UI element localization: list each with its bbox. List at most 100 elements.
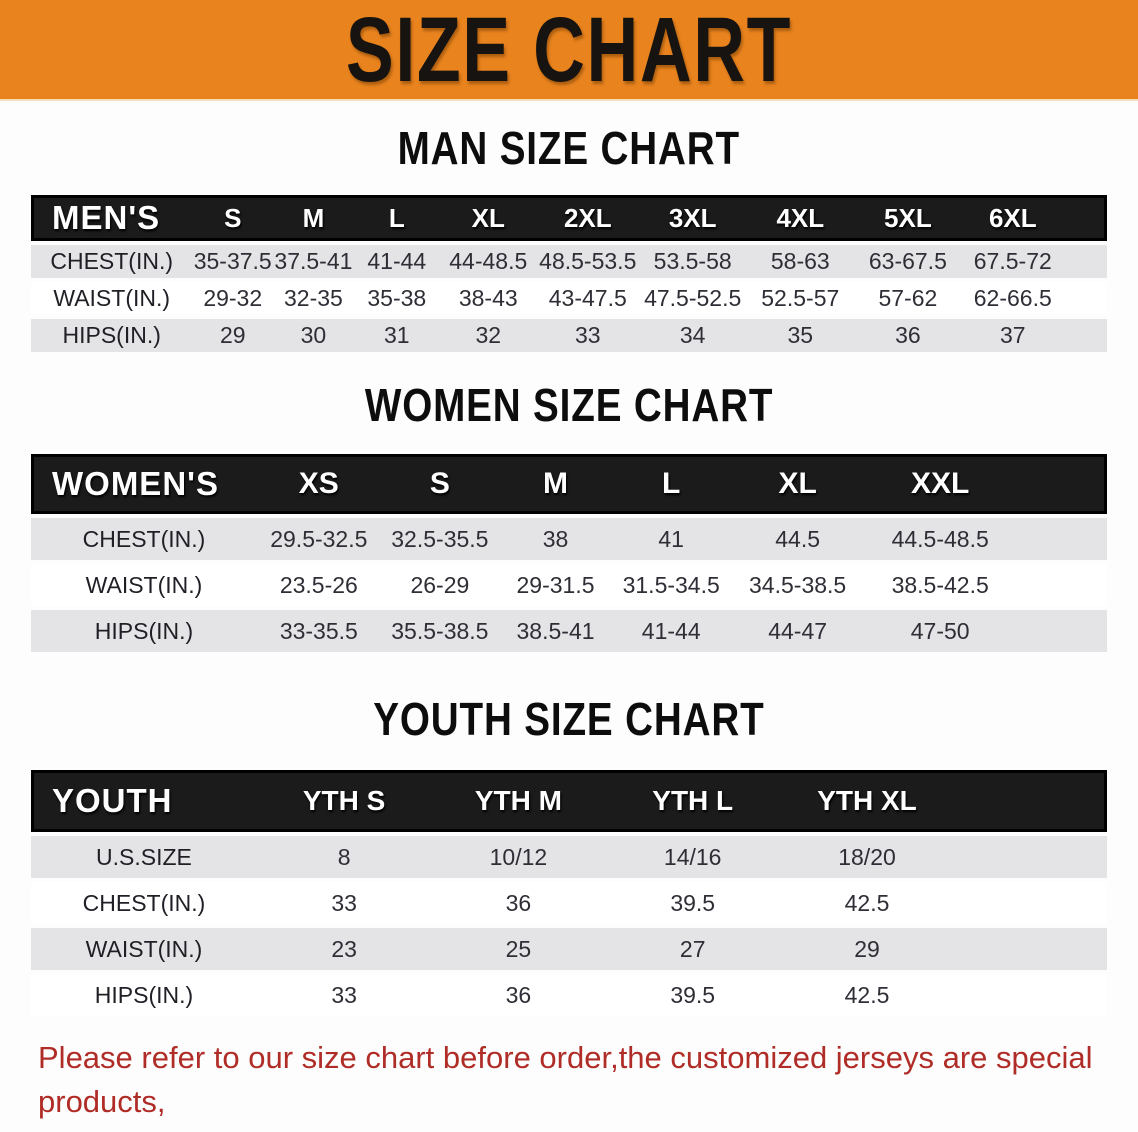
size-value-cell: 36	[854, 319, 962, 352]
row-label: HIPS(IN.)	[31, 610, 257, 652]
size-value-cell: 47-50	[864, 610, 1016, 652]
women-section-heading: WOMEN SIZE CHART	[0, 382, 1138, 428]
row-spacer-cell	[954, 882, 1107, 924]
table-row: HIPS(IN.) 29 30 31 32 33 34 35 36 37	[31, 319, 1107, 352]
column-header: XS	[256, 454, 381, 514]
table-row: WAIST(IN.) 23.5-26 26-29 29-31.5 31.5-34.5 34…	[31, 564, 1107, 606]
column-header: XL	[439, 195, 537, 241]
row-spacer-cell	[1015, 610, 1107, 652]
row-label: CHEST(IN.)	[31, 245, 193, 278]
size-value-cell: 38.5-41	[499, 610, 613, 652]
table-title-cell: WOMEN'S	[31, 454, 257, 514]
row-spacer-cell	[954, 836, 1107, 878]
table-row: HIPS(IN.) 33-35.5 35.5-38.5 38.5-41 41-44 44-…	[31, 610, 1107, 652]
men-section-heading-text: MAN SIZE CHART	[397, 122, 741, 174]
column-header: 3XL	[638, 195, 747, 241]
size-value-cell: 8	[256, 836, 432, 878]
size-value-cell: 26-29	[380, 564, 500, 606]
table-row: CHEST(IN.) 35-37.5 37.5-41 41-44 44-48.5 48.5…	[31, 245, 1107, 278]
size-value-cell: 48.5-53.5	[536, 245, 639, 278]
row-label: HIPS(IN.)	[31, 974, 257, 1016]
size-value-cell: 18/20	[779, 836, 955, 878]
row-label: U.S.SIZE	[31, 836, 257, 878]
size-value-cell: 29.5-32.5	[256, 518, 381, 560]
column-header: M	[499, 454, 613, 514]
youth-section-heading-text: YOUTH SIZE CHART	[373, 693, 765, 745]
table-row: CHEST(IN.) 33 36 39.5 42.5	[31, 882, 1107, 924]
table-header-row: MEN'S S M L XL 2XL 3XL 4XL 5XL 6XL	[31, 195, 1107, 241]
row-spacer-cell	[954, 928, 1107, 970]
size-value-cell: 41-44	[612, 610, 731, 652]
table-title-cell: MEN'S	[31, 195, 193, 241]
size-value-cell: 43-47.5	[536, 282, 639, 315]
size-value-cell: 38	[499, 518, 613, 560]
size-value-cell: 25	[431, 928, 606, 970]
size-value-cell: 52.5-57	[746, 282, 855, 315]
youth-size-table: YOUTH YTH S YTH M YTH L YTH XL U.S.SIZE 8 10/12…	[31, 766, 1107, 1020]
column-header: YTH XL	[779, 770, 955, 832]
row-label: WAIST(IN.)	[31, 928, 257, 970]
size-value-cell: 36	[431, 974, 606, 1016]
column-header: XL	[730, 454, 865, 514]
size-value-cell: 42.5	[779, 882, 955, 924]
header-spacer-cell	[954, 770, 1107, 832]
size-value-cell: 14/16	[605, 836, 780, 878]
size-value-cell: 27	[605, 928, 780, 970]
size-value-cell: 35.5-38.5	[380, 610, 500, 652]
size-chart-banner: SIZE CHART	[0, 0, 1138, 101]
size-value-cell: 57-62	[854, 282, 962, 315]
size-value-cell: 38-43	[439, 282, 537, 315]
size-value-cell: 63-67.5	[854, 245, 962, 278]
row-label: WAIST(IN.)	[31, 564, 257, 606]
column-header: YTH M	[431, 770, 606, 832]
size-value-cell: 35	[746, 319, 855, 352]
size-value-cell: 42.5	[779, 974, 955, 1016]
disclaimer-line-2: we don't accept cancel, change, teturn o…	[38, 1124, 1100, 1132]
column-header: L	[612, 454, 731, 514]
size-value-cell: 44.5-48.5	[864, 518, 1016, 560]
size-value-cell: 29-31.5	[499, 564, 613, 606]
women-size-table: WOMEN'S XS S M L XL XXL CHEST(IN.) 29.5-32.5 32.5…	[31, 450, 1107, 656]
size-value-cell: 32.5-35.5	[380, 518, 500, 560]
size-value-cell: 47.5-52.5	[638, 282, 747, 315]
size-value-cell: 37	[961, 319, 1064, 352]
size-value-cell: 23.5-26	[256, 564, 381, 606]
size-value-cell: 33	[256, 974, 432, 1016]
size-value-cell: 67.5-72	[961, 245, 1064, 278]
header-spacer-cell	[1015, 454, 1107, 514]
header-spacer-cell	[1063, 195, 1107, 241]
size-value-cell: 33	[536, 319, 639, 352]
table-row: CHEST(IN.) 29.5-32.5 32.5-35.5 38 41 44.5 44.5…	[31, 518, 1107, 560]
banner-title: SIZE CHART	[345, 0, 793, 101]
row-label: HIPS(IN.)	[31, 319, 193, 352]
size-value-cell: 44-48.5	[439, 245, 537, 278]
youth-section-heading: YOUTH SIZE CHART	[0, 696, 1138, 742]
size-value-cell: 10/12	[431, 836, 606, 878]
size-value-cell: 33	[256, 882, 432, 924]
row-spacer-cell	[1063, 282, 1107, 315]
column-header: 4XL	[746, 195, 855, 241]
column-header: L	[353, 195, 440, 241]
row-spacer-cell	[1015, 564, 1107, 606]
size-value-cell: 31	[353, 319, 440, 352]
table-row: U.S.SIZE 8 10/12 14/16 18/20	[31, 836, 1107, 878]
size-value-cell: 29	[192, 319, 274, 352]
size-value-cell: 62-66.5	[961, 282, 1064, 315]
row-label: WAIST(IN.)	[31, 282, 193, 315]
size-value-cell: 35-37.5	[192, 245, 274, 278]
size-value-cell: 33-35.5	[256, 610, 381, 652]
size-value-cell: 53.5-58	[638, 245, 747, 278]
size-value-cell: 34.5-38.5	[730, 564, 865, 606]
size-value-cell: 38.5-42.5	[864, 564, 1016, 606]
row-label: CHEST(IN.)	[31, 882, 257, 924]
size-value-cell: 30	[273, 319, 354, 352]
size-value-cell: 29	[779, 928, 955, 970]
men-section-heading: MAN SIZE CHART	[0, 125, 1138, 171]
column-header: M	[273, 195, 354, 241]
column-header: S	[380, 454, 500, 514]
size-value-cell: 44-47	[730, 610, 865, 652]
size-value-cell: 39.5	[605, 882, 780, 924]
column-header: XXL	[864, 454, 1016, 514]
size-value-cell: 41-44	[353, 245, 440, 278]
table-title-cell: YOUTH	[31, 770, 257, 832]
